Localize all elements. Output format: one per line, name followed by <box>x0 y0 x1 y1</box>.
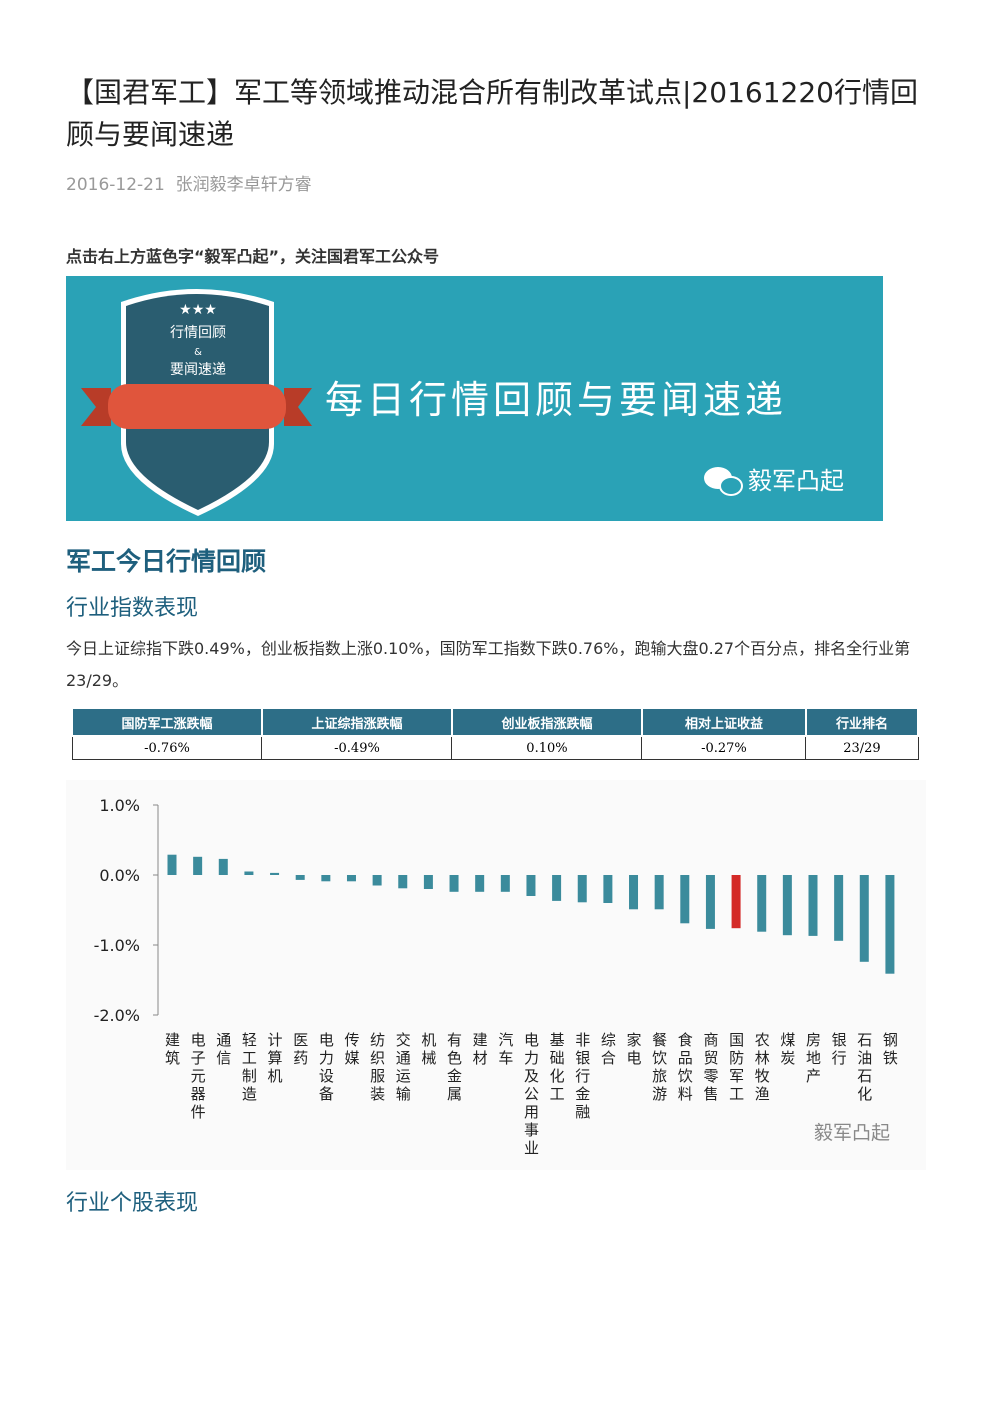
table-cell: 0.10% <box>451 735 643 760</box>
section-heading: 军工今日行情回顾 <box>66 547 267 576</box>
y-tick-label: -2.0% <box>94 1006 140 1025</box>
meta: 2016-12-21 张润毅李卓轩方睿 <box>66 170 312 195</box>
x-tick-label: 非银行金融 <box>573 1032 591 1122</box>
bar <box>552 875 562 901</box>
x-tick-label: 农林牧渔 <box>753 1032 771 1104</box>
bar <box>808 875 818 936</box>
x-tick-label: 建材 <box>471 1032 489 1068</box>
intro: 点击右上方蓝色字“毅军凸起”，关注国君军工公众号 <box>66 247 440 266</box>
x-tick-label: 商贸零售 <box>701 1032 719 1104</box>
bar <box>885 875 895 974</box>
x-tick-label: 电子元器件 <box>189 1032 207 1122</box>
watermark: 毅军凸起 <box>814 1122 890 1144</box>
x-tick-label: 医药 <box>291 1032 309 1068</box>
x-tick-label: 交通运输 <box>394 1031 412 1104</box>
paragraph: 今日上证综指下跌0.49%，创业板指数上涨0.10%，国防军工指数下跌0.76%… <box>66 639 911 690</box>
x-tick-label: 有色金属 <box>445 1032 463 1104</box>
bar <box>270 872 280 875</box>
x-tick-label: 传媒 <box>342 1032 360 1068</box>
bar <box>782 875 792 936</box>
table-header: 国防军工涨跌幅 <box>71 707 263 737</box>
x-tick-label: 建筑 <box>163 1032 181 1068</box>
bar <box>859 875 869 962</box>
x-tick-label: 石油石化 <box>855 1032 873 1104</box>
bar <box>603 875 613 903</box>
bar <box>295 875 305 880</box>
x-tick-label: 食品饮料 <box>676 1032 694 1104</box>
y-tick-label: 0.0% <box>99 866 140 885</box>
x-tick-label: 计算机 <box>266 1032 284 1086</box>
table-cell: -0.76% <box>71 735 263 760</box>
x-tick-label: 房地产 <box>804 1032 822 1086</box>
table-cell: -0.27% <box>641 735 807 760</box>
bar <box>680 875 690 924</box>
x-tick-label: 汽车 <box>496 1032 514 1068</box>
svg-text:★★★: ★★★ <box>179 302 217 318</box>
bar <box>834 875 844 941</box>
table-header: 创业板指涨跌幅 <box>450 707 643 737</box>
bar <box>654 875 664 910</box>
article-title: 【国君军工】军工等领域推动混合所有制改革试点|20161220行情回顾与要闻速递 <box>66 76 918 151</box>
bar <box>757 875 767 932</box>
table-cell: 23/29 <box>805 735 919 760</box>
bar <box>577 875 587 903</box>
bar <box>218 858 228 875</box>
x-tick-label: 基础化工 <box>548 1032 566 1104</box>
bar <box>731 875 741 929</box>
x-tick-label: 家电 <box>625 1032 643 1068</box>
subheading: 行业个股表现 <box>66 1191 199 1216</box>
x-tick-label: 煤炭 <box>778 1032 796 1068</box>
bar <box>526 875 536 896</box>
x-tick-label: 综合 <box>599 1032 617 1068</box>
x-tick-label: 钢铁 <box>881 1032 899 1068</box>
banner-headline: 每日行情回顾与要闻速递 <box>325 378 787 422</box>
table-header: 行业排名 <box>804 707 920 737</box>
x-tick-label: 电力及公用事业 <box>522 1032 540 1158</box>
banner: ★★★ 行情回顾 & 要闻速递 每日行情回顾与要闻速递 毅军凸起 <box>66 276 883 521</box>
table-row: -0.76% -0.49% 0.10% -0.27% 23/29 <box>71 735 919 760</box>
bar <box>475 875 485 892</box>
bar <box>500 875 510 892</box>
y-tick-label: -1.0% <box>94 936 140 955</box>
authors[interactable]: 张润毅李卓轩方睿 <box>175 175 312 195</box>
subheading: 行业指数表现 <box>66 596 199 621</box>
x-tick-label: 国防军工 <box>727 1032 745 1104</box>
badge-text: 要闻速递 <box>170 362 226 378</box>
chart: -2.0% -1.0% 0.0% 1.0% 建筑 电子元器件 通信 轻工制造 计算机 医药 电力设备… <box>66 780 926 1170</box>
bar <box>372 875 382 886</box>
x-tick-label: 通信 <box>214 1032 232 1068</box>
bar <box>193 856 203 875</box>
x-tick-label: 餐饮旅游 <box>650 1032 668 1104</box>
bar <box>244 871 254 875</box>
bar <box>705 875 715 929</box>
table-cell: -0.49% <box>261 735 453 760</box>
summary-table: 国防军工涨跌幅 上证综指涨跌幅 创业板指涨跌幅 相对上证收益 行业排名 -0.76% -0.… <box>71 707 920 760</box>
banner-brand: 毅军凸起 <box>748 467 844 495</box>
bar <box>346 875 356 882</box>
date: 2016-12-21 <box>66 175 165 195</box>
bar <box>321 875 331 882</box>
x-tick-label: 纺织服装 <box>368 1032 386 1104</box>
bar <box>449 875 459 892</box>
x-tick-label: 银行 <box>830 1032 848 1068</box>
table-header: 上证综指涨跌幅 <box>260 707 453 737</box>
badge-text: & <box>194 347 202 358</box>
x-tick-label: 机械 <box>419 1032 437 1068</box>
bar <box>423 875 433 889</box>
bar <box>167 854 177 875</box>
y-tick-label: 1.0% <box>99 796 140 815</box>
bar <box>629 875 639 910</box>
table-header: 相对上证收益 <box>640 707 807 737</box>
badge-text: 行情回顾 <box>170 325 226 341</box>
x-tick-label: 电力设备 <box>317 1032 335 1104</box>
x-tick-label: 轻工制造 <box>240 1032 258 1104</box>
bar <box>398 875 408 889</box>
